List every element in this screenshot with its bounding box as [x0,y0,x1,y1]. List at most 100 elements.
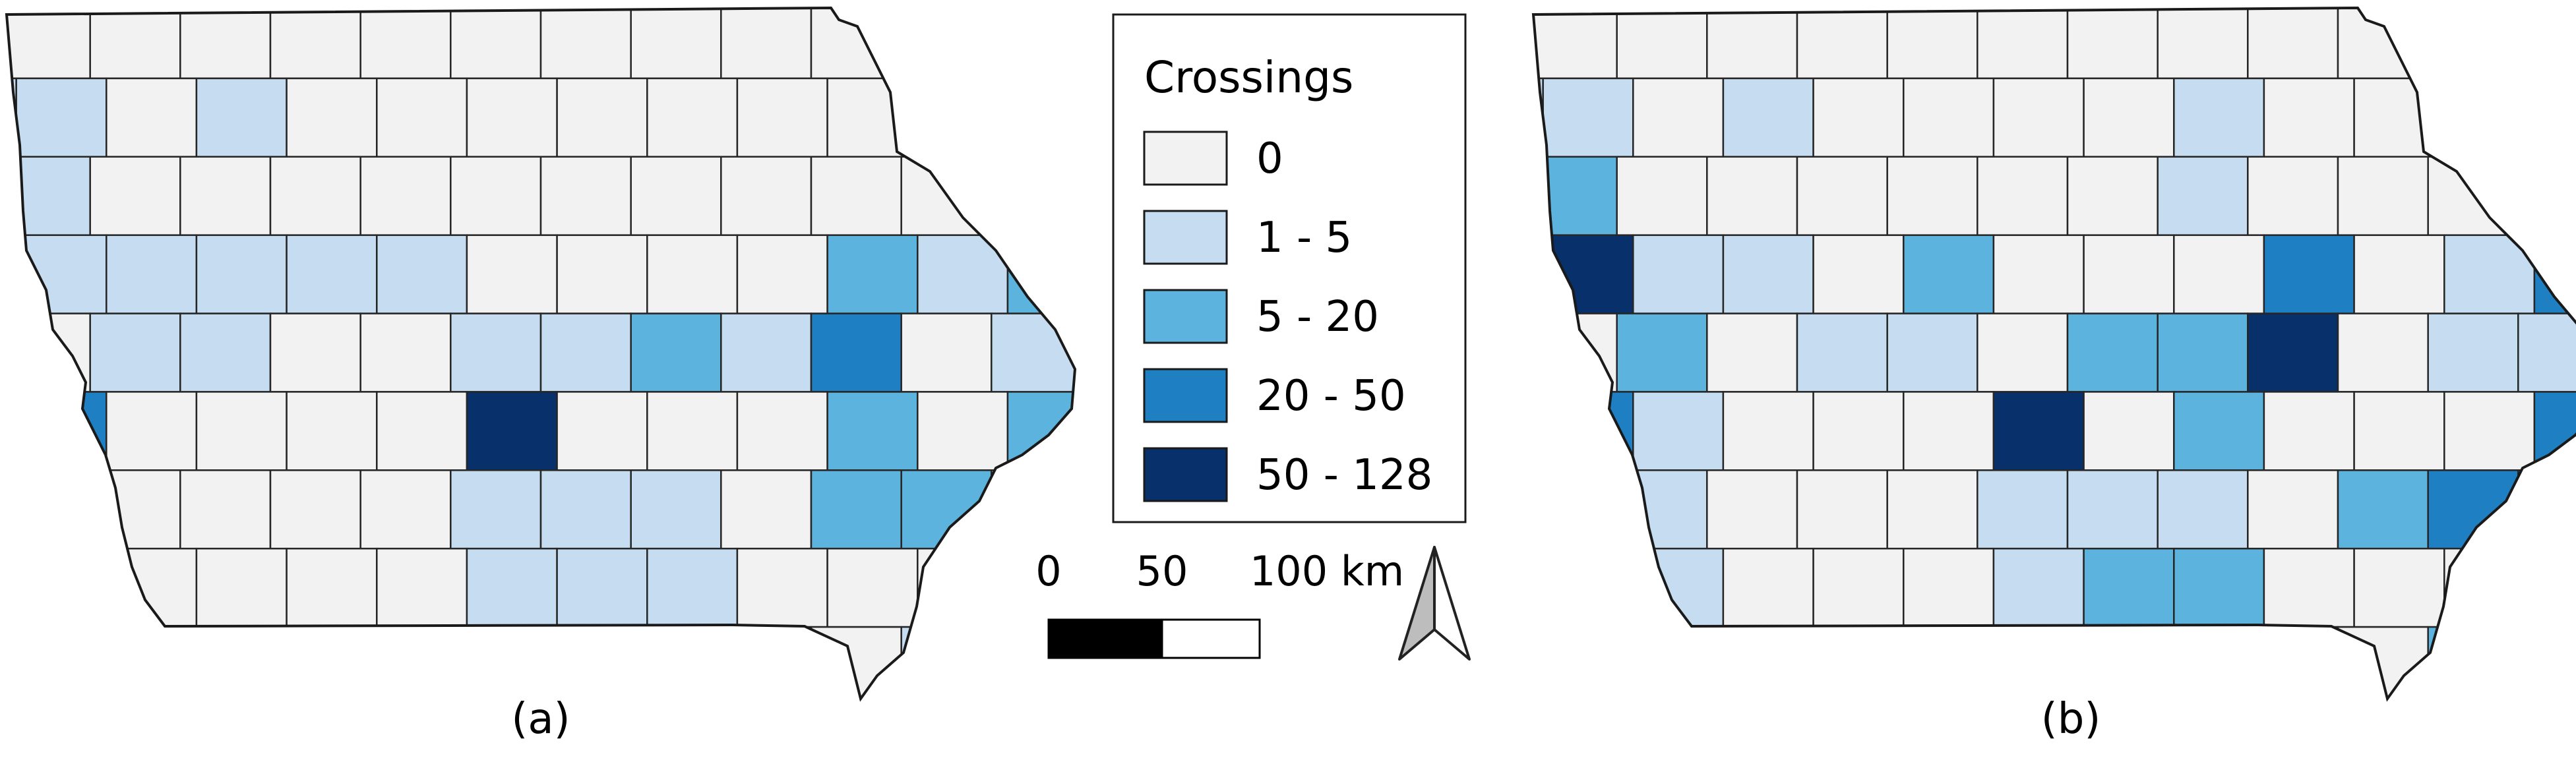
county-cell [2427,8,2519,80]
county-cell [1886,8,1978,80]
county-cell [15,547,107,628]
county-cells-a [7,8,1075,699]
county-cell [286,234,378,314]
county-cell [2353,234,2445,314]
county-cell [826,391,919,471]
county-cell [1706,626,1798,699]
legend-swatch [1143,289,1228,344]
county-cell [1706,8,1798,80]
county-cell [736,391,828,471]
county-cell [2083,391,2175,471]
county-cell [359,8,452,80]
county-cell [466,391,558,471]
county-cell [286,547,378,628]
county-cell [2066,469,2159,550]
county-cell [2517,156,2576,236]
county-cell [15,77,107,158]
county-cell [1533,469,1618,550]
county-cell [1992,234,2085,314]
county-cell [539,626,632,699]
county-cell [359,312,452,393]
county-cell [376,547,468,628]
county-cell [2353,77,2445,158]
scale-label-100: 100 km [1250,547,1404,595]
county-cell [810,469,902,550]
county-cell [1616,469,1708,550]
county-cell [2173,234,2265,314]
county-cell [1812,391,1905,471]
county-cell [1886,312,1978,393]
county-cell [359,626,452,699]
county-cell [2157,312,2249,393]
county-cell [2337,312,2429,393]
county-cell [1796,8,1888,80]
county-cell [900,312,993,393]
county-cell [106,77,198,158]
county-cell [1977,156,2069,236]
county-cell [2427,469,2519,550]
county-cell [1616,8,1708,80]
state-border-a [5,6,1077,702]
legend-title: Crossings [1144,52,1353,103]
county-cell [269,469,361,550]
county-cell [106,391,198,471]
county-cell [1796,469,1888,550]
county-cell [195,547,288,628]
county-cell [2427,312,2519,393]
county-cell [1796,156,1888,236]
county-cell [2263,77,2355,158]
county-cell [991,156,1075,236]
county-cell [1992,77,2085,158]
county-cell [450,469,542,550]
county-cell [2337,8,2429,80]
county-cell [286,77,378,158]
county-cell [89,156,181,236]
county-cell [630,8,722,80]
county-cell [1977,626,2069,699]
county-cell [2353,547,2445,628]
county-cell [1706,469,1798,550]
county-cell [179,626,272,699]
county-cell [376,234,468,314]
county-cell [2066,156,2159,236]
county-cell [2517,626,2576,699]
county-cell [466,234,558,314]
county-cell [2443,391,2536,471]
county-cell [1722,391,1814,471]
county-cell [376,391,468,471]
county-cell [2083,234,2175,314]
county-cell [286,391,378,471]
county-cell [7,469,91,550]
county-cell [1812,547,1905,628]
county-cell [917,234,1009,314]
county-cell [1886,156,1978,236]
county-cell [1533,8,1618,80]
county-cell [179,469,272,550]
county-cell [1542,77,1634,158]
county-cell [539,312,632,393]
county-cell [1812,234,1905,314]
county-cell [2157,469,2249,550]
legend-swatch [1143,131,1228,186]
county-cell [359,156,452,236]
legend-frame [1112,13,1467,523]
legend-label: 0 [1256,134,1283,183]
county-cell [450,156,542,236]
county-cell [900,469,993,550]
county-cell [376,77,468,158]
county-cell [630,469,722,550]
county-cell [2533,77,2576,158]
state-border-b [1531,6,2576,702]
county-cells-b [1533,8,2576,699]
county-cell [720,8,813,80]
county-cell [1722,234,1814,314]
county-cell [2247,469,2339,550]
county-cell [2517,312,2576,393]
county-cell [556,391,648,471]
county-cell [89,469,181,550]
county-cell [106,234,198,314]
county-cell [195,77,288,158]
county-cell [2066,626,2159,699]
county-cell [2263,547,2355,628]
county-cell [2247,8,2339,80]
